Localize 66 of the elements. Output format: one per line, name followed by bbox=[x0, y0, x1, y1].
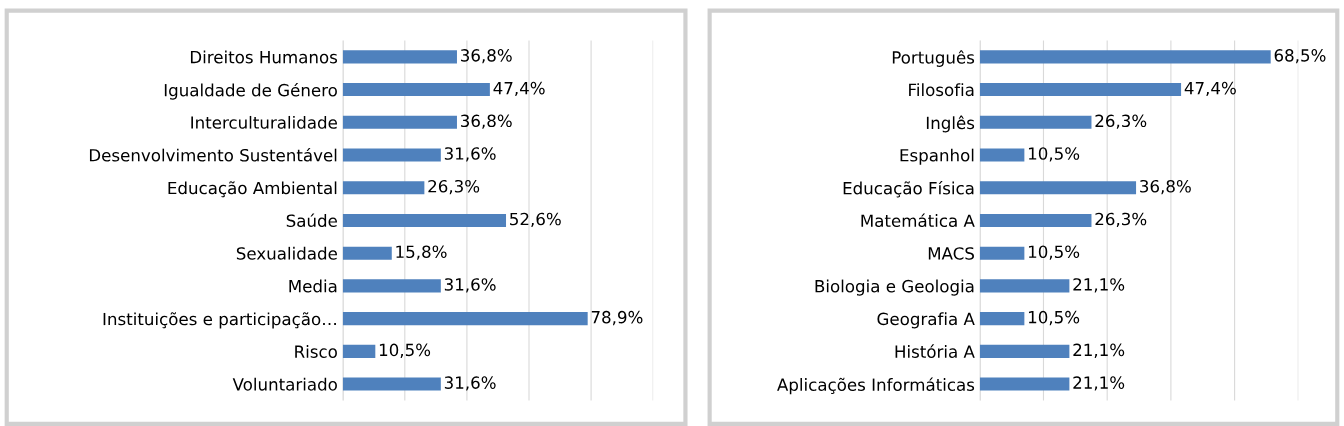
y-tick-label: Educação Física bbox=[843, 180, 974, 198]
bar bbox=[979, 148, 1025, 162]
y-tick-label: MACS bbox=[928, 247, 974, 260]
data-label: 47,4% bbox=[1184, 81, 1236, 97]
data-label: 68,5% bbox=[1274, 49, 1326, 64]
bar bbox=[979, 279, 1070, 293]
data-label: 15,8% bbox=[396, 245, 447, 260]
bar bbox=[342, 181, 425, 195]
y-tick-label: Biologia e Geologia bbox=[815, 279, 974, 296]
data-label: 10,5% bbox=[1028, 310, 1080, 326]
data-label: 26,3% bbox=[1095, 114, 1147, 129]
data-label: 10,5% bbox=[1028, 245, 1080, 260]
data-label: 78,9% bbox=[591, 310, 643, 326]
bar bbox=[342, 246, 392, 260]
data-label: 26,3% bbox=[428, 179, 480, 195]
y-tick-label: Educação Ambiental bbox=[168, 181, 337, 198]
bar bbox=[342, 312, 588, 326]
y-tick-label: Igualdade de Género bbox=[164, 82, 337, 100]
data-label: 21,1% bbox=[1073, 278, 1125, 293]
bar bbox=[342, 279, 441, 293]
y-tick-label: História A bbox=[895, 344, 975, 358]
data-label: 10,5% bbox=[379, 343, 431, 358]
y-tick-label: Voluntariado bbox=[232, 377, 337, 391]
y-tick-label: Aplicações Informáticas bbox=[777, 377, 975, 395]
y-tick-label: Media bbox=[289, 279, 337, 293]
y-tick-label: Sexualidade bbox=[236, 246, 337, 260]
bar bbox=[342, 115, 457, 129]
bar bbox=[342, 50, 457, 64]
data-label: 10,5% bbox=[1028, 147, 1080, 162]
bar bbox=[979, 83, 1182, 97]
bar bbox=[342, 377, 441, 391]
data-label: 52,6% bbox=[510, 212, 561, 227]
data-label: 36,8% bbox=[1140, 179, 1191, 195]
y-tick-label: Instituições e participação… bbox=[103, 312, 336, 329]
bar bbox=[979, 115, 1092, 129]
y-tick-label: Geografia A bbox=[877, 312, 975, 329]
bar bbox=[979, 246, 1025, 260]
bar bbox=[979, 213, 1092, 227]
y-tick-label: Inglês bbox=[926, 115, 975, 133]
bar bbox=[342, 148, 441, 162]
y-tick-label: Espanhol bbox=[900, 148, 974, 165]
bar bbox=[979, 377, 1070, 391]
data-label: 36,8% bbox=[461, 114, 512, 129]
y-tick-label: Direitos Humanos bbox=[190, 50, 338, 64]
data-label: 21,1% bbox=[1073, 376, 1125, 391]
bar bbox=[979, 344, 1070, 358]
bar bbox=[979, 312, 1025, 326]
bar bbox=[979, 50, 1271, 64]
bar bbox=[342, 83, 490, 97]
y-tick-label: Português bbox=[892, 50, 975, 67]
y-tick-label: Risco bbox=[295, 345, 337, 358]
y-tick-label: Filosofia bbox=[909, 83, 974, 97]
y-tick-label: Matemática A bbox=[861, 213, 975, 228]
data-label: 21,1% bbox=[1073, 343, 1125, 358]
data-label: 47,4% bbox=[493, 81, 545, 97]
y-tick-label: Desenvolvimento Sustentável bbox=[89, 148, 337, 162]
data-label: 31,6% bbox=[444, 278, 496, 293]
y-tick-label: Saúde bbox=[286, 213, 337, 228]
bar bbox=[342, 344, 376, 358]
data-label: 31,6% bbox=[444, 147, 496, 162]
bar bbox=[342, 213, 507, 227]
bar bbox=[979, 181, 1137, 195]
data-label: 31,6% bbox=[444, 376, 496, 391]
data-label: 36,8% bbox=[461, 49, 512, 64]
data-label: 26,3% bbox=[1095, 212, 1147, 227]
y-tick-label: Interculturalidade bbox=[191, 115, 337, 129]
